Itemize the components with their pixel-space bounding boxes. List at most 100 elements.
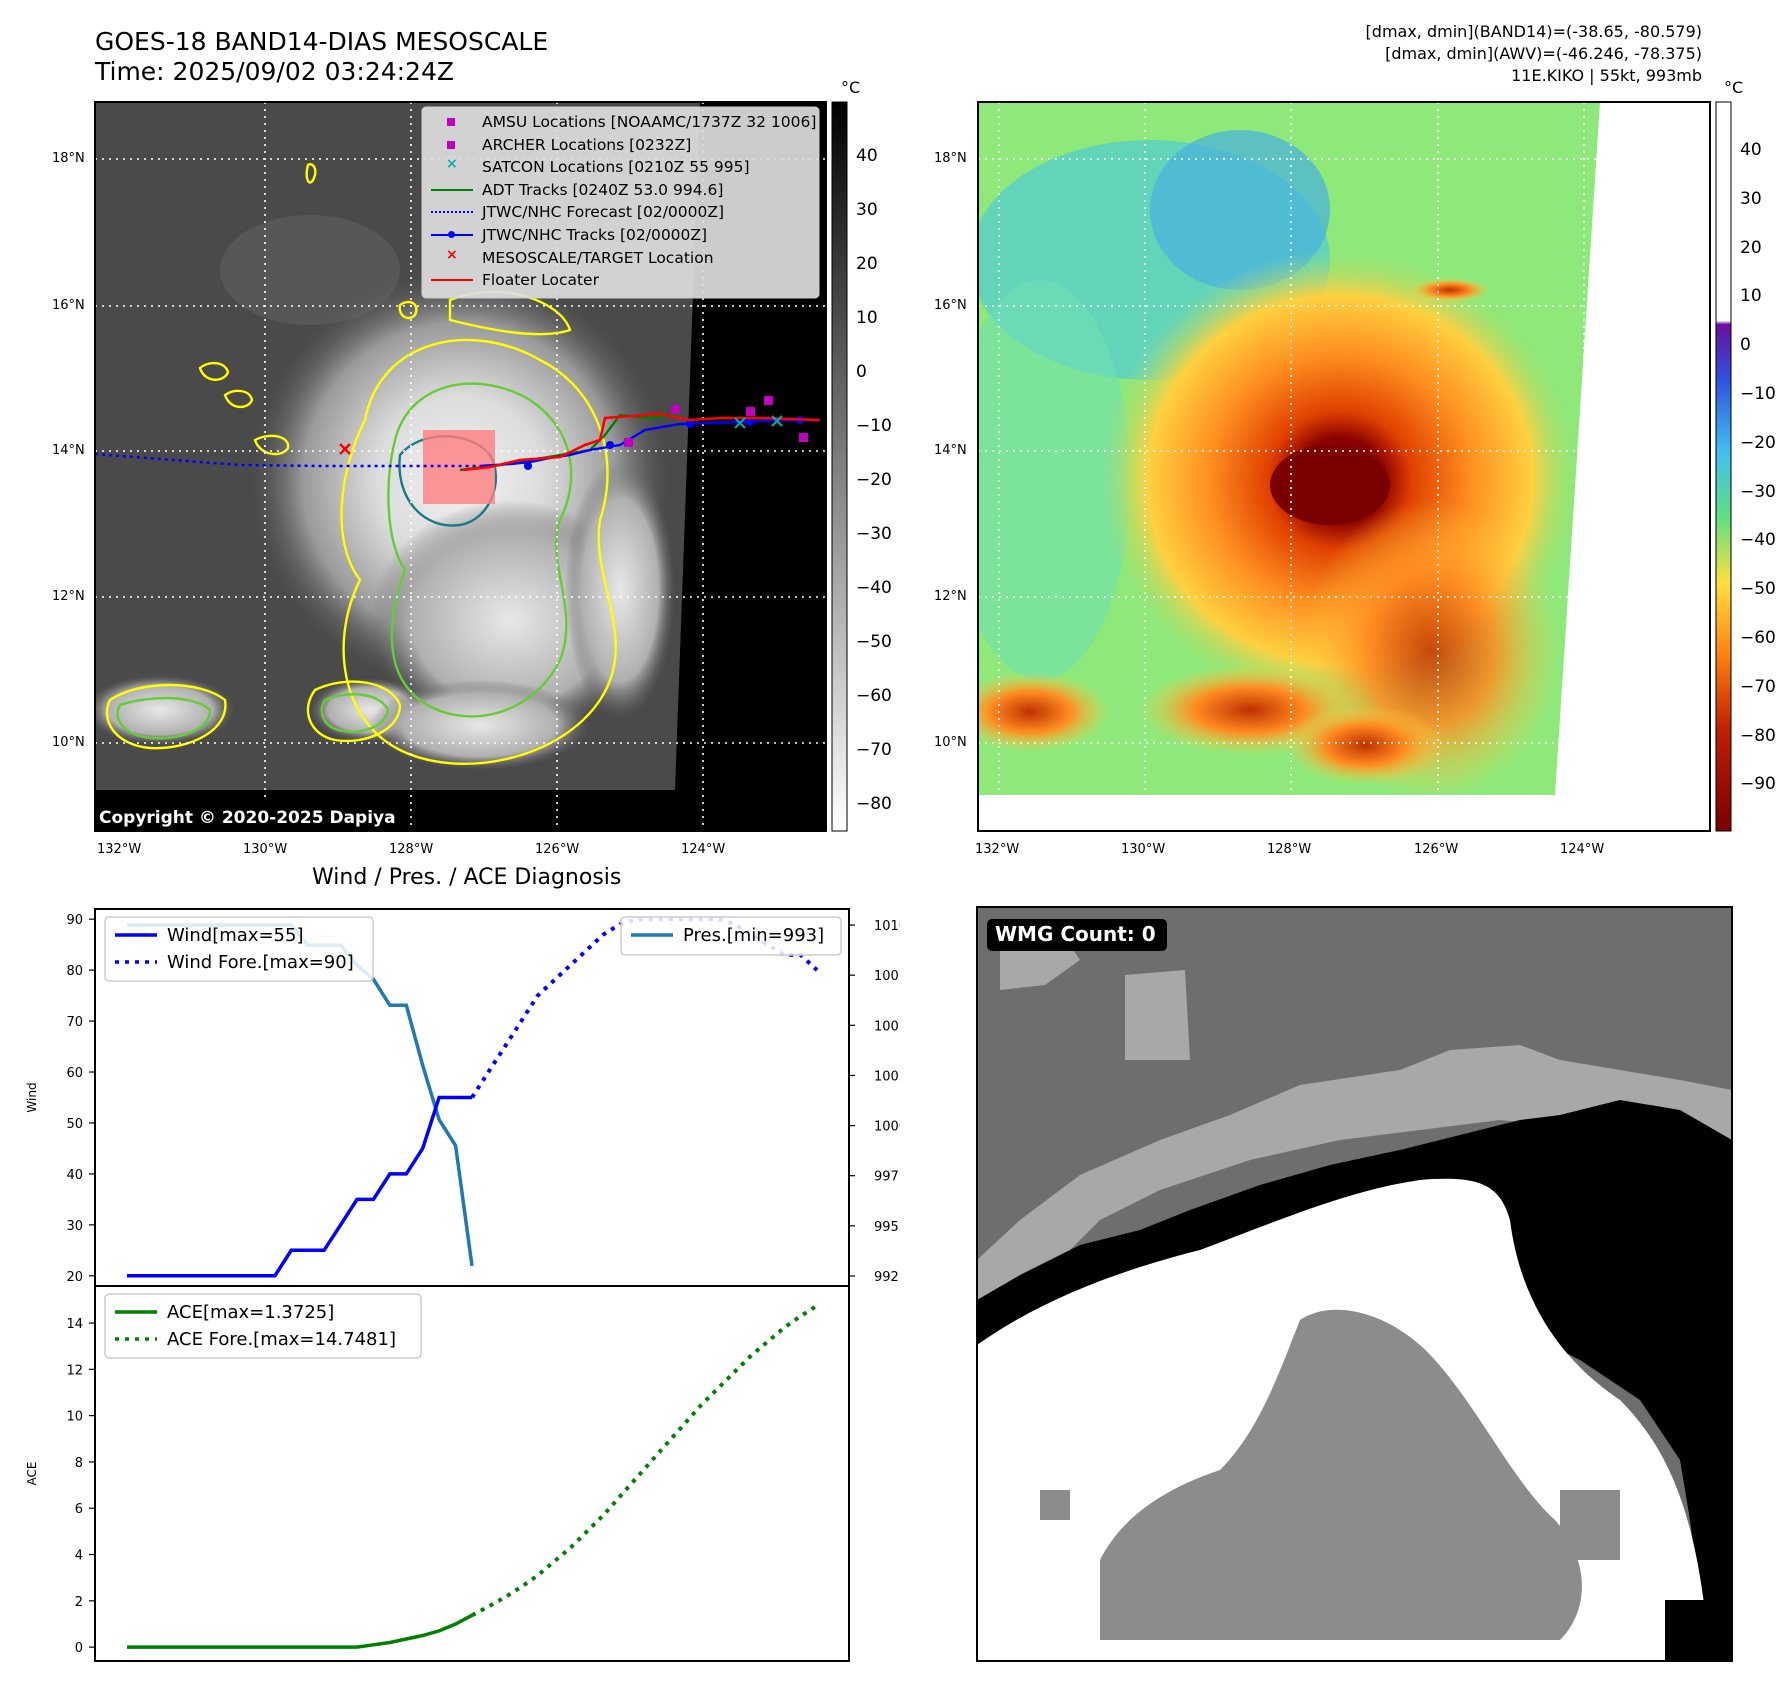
ir-colorbar-tick: 30 [856, 200, 878, 220]
ir-map-panel [94, 101, 848, 832]
ace-tick-label: 0 [75, 1641, 83, 1656]
ir-colorbar-tick: −70 [856, 740, 892, 760]
ace-plot-frame [94, 1285, 850, 1662]
ir-colorbar-unit: °C [841, 78, 861, 97]
legend-marker: × [446, 156, 458, 173]
copyright-label: Copyright © 2020-2025 Dapiya [99, 808, 396, 828]
figure-title: GOES-18 BAND14-DIAS MESOSCALE [95, 27, 549, 56]
ace-tick-label: 2 [75, 1595, 83, 1610]
wind-tick-label: 90 [66, 913, 83, 928]
ir-colorbar-tick: −30 [856, 524, 892, 544]
wind-axis-label: Wind [25, 1082, 39, 1112]
legend-label: ADT Tracks [0240Z 53.0 994.6] [482, 180, 724, 199]
lat-tick-label: 12°N [52, 589, 85, 604]
lat-tick-label: 18°N [52, 151, 85, 166]
ace-tick-label: 14 [66, 1317, 83, 1332]
pressure-tick-label: 992.5 [874, 1270, 900, 1285]
ace-tick-label: 12 [66, 1363, 83, 1378]
enhanced-colorbar-tick: −80 [1740, 725, 1776, 746]
ace-legend-label: ACE[max=1.3725] [167, 1302, 334, 1323]
lat-tick-label: 16°N [934, 298, 967, 313]
wind-legend-box [104, 916, 374, 982]
enhanced-colorbar-tick: 0 [1740, 335, 1751, 356]
ace-tick-label: 10 [66, 1410, 83, 1425]
stats-awv: [dmax, dmin](AWV)=(-46.246, -78.375) [1385, 44, 1702, 63]
lon-tick-label: 128°W [1267, 842, 1312, 857]
ir-colorbar-tick: −50 [856, 632, 892, 652]
ace-legend-box [104, 1293, 422, 1359]
ir-colorbar-tick: −20 [856, 470, 892, 490]
wind-tick-label: 80 [66, 964, 83, 979]
enhanced-colorbar-tick: −70 [1740, 676, 1776, 697]
pressure-tick-label: 997.5 [874, 1170, 900, 1185]
lon-tick-label: 132°W [97, 842, 142, 857]
diagnosis-chart: 90807060504030201010.01007.51005.01002.5… [25, 908, 900, 1662]
lat-tick-label: 10°N [52, 735, 85, 750]
ace-tick-label: 8 [75, 1456, 83, 1471]
lon-tick-label: 130°W [1121, 842, 1166, 857]
enhanced-map-panel [977, 101, 1732, 832]
legend-marker [431, 140, 473, 150]
legend-marker [431, 230, 473, 240]
wind-legend-label: Wind Fore.[max=90] [167, 952, 354, 973]
lat-tick-label: 12°N [934, 589, 967, 604]
lon-tick-label: 130°W [243, 842, 288, 857]
ir-colorbar-tick: −60 [856, 686, 892, 706]
wind-tick-label: 40 [66, 1168, 83, 1183]
wind-tick-label: 30 [66, 1219, 83, 1234]
enhanced-colorbar-tick: 10 [1740, 286, 1762, 307]
lon-tick-label: 124°W [681, 842, 726, 857]
storm-info: 11E.KIKO | 55kt, 993mb [1511, 66, 1702, 85]
legend-marker [431, 207, 473, 217]
legend-marker [431, 185, 473, 195]
pressure-legend-box [620, 916, 842, 956]
enhanced-colorbar-tick: −90 [1740, 774, 1776, 795]
ace-tick-label: 4 [75, 1549, 83, 1564]
lon-tick-label: 124°W [1560, 842, 1605, 857]
wind-tick-label: 60 [66, 1066, 83, 1081]
enhanced-colorbar-tick: −20 [1740, 432, 1776, 453]
ir-colorbar-tick: 20 [856, 254, 878, 274]
ace-tick-label: 6 [75, 1502, 83, 1517]
legend-label: SATCON Locations [0210Z 55 995] [482, 158, 750, 177]
ace-legend-label: ACE Fore.[max=14.7481] [167, 1329, 396, 1350]
ace-axis-label: ACE [25, 1462, 39, 1486]
enhanced-colorbar-unit: °C [1724, 78, 1744, 97]
lon-tick-label: 126°W [1414, 842, 1459, 857]
wind-tick-label: 50 [66, 1117, 83, 1132]
wind-series-line [127, 1095, 472, 1278]
ir-colorbar-tick: 10 [856, 308, 878, 328]
enhanced-colorbar-tick: −50 [1740, 579, 1776, 600]
enhanced-colorbar-tick: −60 [1740, 628, 1776, 648]
lat-tick-label: 16°N [52, 298, 85, 313]
pressure-tick-label: 995.0 [874, 1220, 900, 1235]
legend-marker: × [446, 246, 458, 263]
ir-colorbar-tick: 40 [856, 146, 878, 166]
enhanced-colorbar-tick: −30 [1740, 481, 1776, 502]
ir-colorbar-tick: 0 [856, 362, 867, 382]
enhanced-colorbar-tick: 20 [1740, 237, 1762, 258]
diagnosis-title: Wind / Pres. / ACE Diagnosis [312, 865, 622, 890]
legend-label: ARCHER Locations [0232Z] [482, 135, 692, 154]
pressure-tick-label: 1005.0 [874, 1019, 900, 1034]
legend-label: AMSU Locations [NOAAMC/1737Z 32 1006] [482, 113, 817, 131]
lon-tick-label: 132°W [975, 842, 1020, 857]
figure-time: Time: 2025/09/02 03:24:24Z [95, 57, 454, 86]
lat-tick-label: 14°N [934, 443, 967, 458]
lon-tick-label: 126°W [535, 842, 580, 857]
pressure-tick-label: 1000.0 [874, 1120, 900, 1135]
legend-marker [431, 275, 473, 285]
enhanced-colorbar-tick: 40 [1740, 140, 1762, 160]
pressure-tick-label: 1010.0 [874, 919, 900, 934]
lon-tick-label: 128°W [389, 842, 434, 857]
wind-tick-label: 20 [66, 1270, 83, 1285]
pressure-legend-label: Pres.[min=993] [683, 925, 824, 946]
lat-tick-label: 14°N [52, 443, 85, 458]
legend-label: JTWC/NHC Forecast [02/0000Z] [482, 203, 725, 222]
enhanced-colorbar-tick: −40 [1740, 530, 1776, 551]
ir-colorbar-tick: −80 [856, 794, 892, 814]
ace-series-line [127, 1613, 473, 1649]
ir-colorbar-tick: −10 [856, 416, 892, 436]
legend-label: MESOSCALE/TARGET Location [482, 248, 714, 267]
